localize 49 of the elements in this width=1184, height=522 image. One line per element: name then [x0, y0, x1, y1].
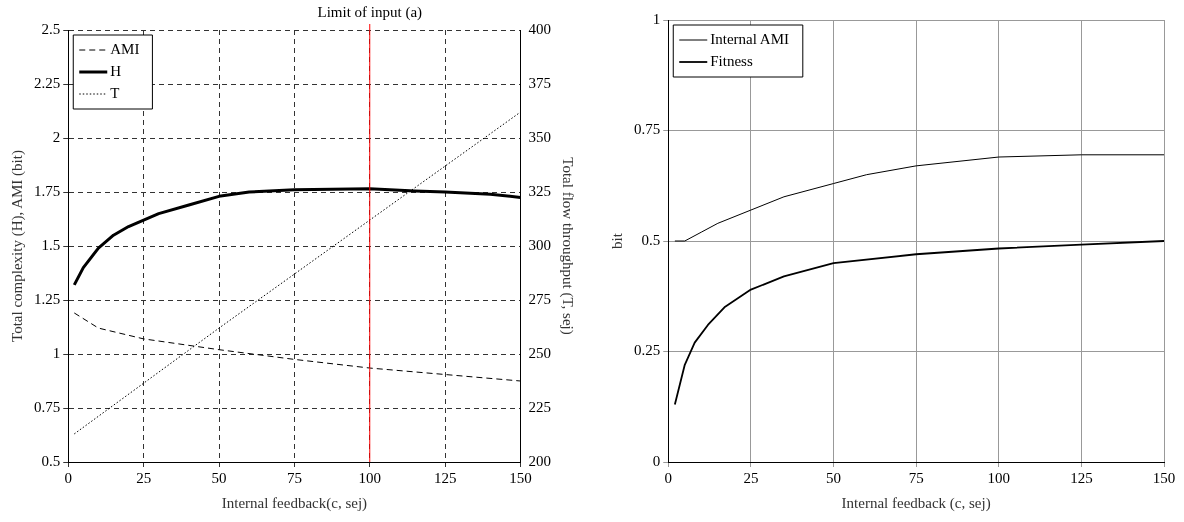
- y-tick-label: 1.75: [34, 182, 61, 199]
- x-tick-label: 0: [664, 469, 672, 486]
- x-tick-label: 0: [64, 469, 72, 486]
- x-tick-label: 150: [1152, 469, 1176, 486]
- x-tick-label: 150: [509, 469, 532, 486]
- y-tick-label: 0.25: [634, 342, 661, 359]
- y-tick-label: 0.75: [634, 121, 661, 138]
- x-tick-label: 125: [1070, 469, 1093, 486]
- x-tick-label: 25: [743, 469, 759, 486]
- x-axis-title: Internal feedback (c, sej): [841, 494, 991, 512]
- legend-label: Internal AMI: [710, 30, 789, 47]
- y2-axis-title: Total flow throughput (T, sej): [559, 157, 577, 335]
- y-tick-label: 2: [52, 128, 61, 145]
- legend-label: Fitness: [710, 52, 753, 69]
- y-tick-label: 0: [652, 452, 661, 469]
- y-tick-label: 1.25: [34, 290, 61, 307]
- legend-label: H: [110, 62, 122, 79]
- x-tick-label: 50: [211, 469, 227, 486]
- x-tick-label: 50: [826, 469, 841, 486]
- y-tick-label: 0.5: [641, 231, 661, 248]
- x-tick-label: 125: [433, 469, 457, 486]
- y-axis-title: Total complexity (H), AMI (bit): [8, 150, 26, 342]
- ref-line-label: Limit of input (a): [317, 4, 423, 22]
- x-tick-label: 100: [358, 469, 381, 486]
- y2-tick-label: 200: [528, 452, 551, 469]
- y-tick-label: 1: [652, 10, 661, 27]
- y2-tick-label: 275: [528, 290, 551, 307]
- y-tick-label: 0.75: [34, 398, 61, 415]
- x-tick-label: 25: [136, 469, 152, 486]
- x-tick-label: 75: [286, 469, 302, 486]
- y2-tick-label: 350: [528, 128, 551, 145]
- y2-tick-label: 400: [528, 20, 551, 37]
- y-axis-title: bit: [608, 232, 625, 249]
- y2-tick-label: 300: [528, 236, 551, 253]
- y2-tick-label: 375: [528, 74, 551, 91]
- legend-label: AMI: [110, 40, 140, 57]
- x-tick-label: 100: [987, 469, 1010, 486]
- y2-tick-label: 225: [528, 398, 551, 415]
- y-tick-label: 2.5: [41, 20, 61, 37]
- y-tick-label: 1.5: [41, 236, 61, 253]
- y-tick-label: 1: [52, 344, 61, 361]
- line-series: [73, 111, 521, 435]
- x-tick-label: 75: [908, 469, 924, 486]
- y-tick-label: 2.25: [34, 74, 61, 91]
- legend-label: T: [110, 84, 120, 101]
- y2-tick-label: 250: [528, 344, 551, 361]
- x-axis-title: Internal feedback(c, sej): [221, 494, 368, 512]
- y-tick-label: 0.5: [41, 452, 61, 469]
- y2-tick-label: 325: [528, 182, 551, 199]
